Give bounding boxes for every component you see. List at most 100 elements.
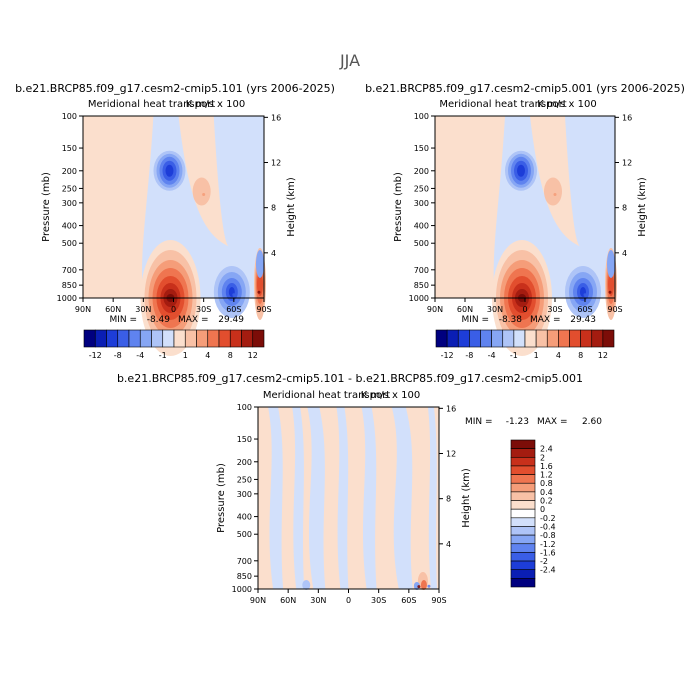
polar-negative-streak: [255, 249, 264, 278]
colorbar-box: [491, 329, 504, 348]
colorbar-main-1: -12 -8 -4 -1 1 4 8 12: [83, 329, 265, 360]
y-tick-label: 150: [237, 435, 252, 444]
colorbar-diff-box: [510, 474, 536, 484]
min-value: -8.38: [499, 315, 523, 325]
x-tick-label: 0: [346, 596, 351, 605]
colorbar-main: -12 -8 -4 -1 1 4 8 12 -12 -8 -4 -1 1 4 8 12: [83, 329, 615, 360]
y2-tick-label: 8: [446, 495, 451, 504]
panel-3: 90N 60N 30N 0 30S 60S 90S 100 150 200 250 300 400 500…: [117, 372, 602, 605]
colorbar-box: [502, 329, 515, 348]
polar-positive-layer-3: [608, 272, 614, 296]
colorbar-diff-label: 2.4: [540, 445, 553, 454]
colorbar-label: 1: [534, 351, 539, 360]
colorbar-diff-box: [510, 491, 536, 501]
feature-point-0: [518, 173, 522, 177]
feature-point-0: [166, 173, 170, 177]
colorbar-box: [580, 329, 593, 348]
units: K m/s x 100: [186, 99, 245, 110]
season-title: JJA: [339, 51, 360, 70]
colorbar-label: -8: [465, 351, 473, 360]
y-tick-label: 250: [62, 184, 77, 193]
diff-negative-blob-2: [302, 580, 311, 590]
colorbar-diff-box: [510, 534, 536, 545]
y-tick-label: 250: [237, 475, 252, 484]
max-label: MAX =: [530, 315, 561, 325]
x-tick-label: 30S: [371, 596, 386, 605]
polar-positive-layer-3: [256, 272, 263, 296]
max-label: MAX =: [537, 417, 568, 427]
x-tick-label: 90S: [607, 305, 622, 314]
feature-point-1: [427, 584, 431, 588]
colorbar-diff-box: [510, 517, 536, 527]
y-axis-label: Pressure (mb): [216, 463, 227, 533]
colorbar-box: [480, 329, 492, 348]
colorbar-box: [117, 329, 130, 348]
x-tick-label: 90S: [431, 596, 446, 605]
y-tick-label: 1000: [409, 294, 429, 303]
colorbar-label: -12: [441, 351, 454, 360]
y-tick-label: 300: [62, 199, 77, 208]
colorbar-diff-label: 0.4: [540, 488, 553, 497]
y-tick-label: 850: [237, 572, 252, 581]
colorbar-box: [207, 329, 220, 348]
x-tick-label: 60S: [226, 305, 241, 314]
colorbar-diff-label: 2: [540, 453, 545, 462]
colorbar-diff-label: -1.6: [540, 548, 556, 557]
colorbar-box: [94, 329, 107, 348]
colorbar-diff-label: 1.2: [540, 471, 553, 480]
y-tick-label: 300: [237, 490, 252, 499]
feature-point-3: [232, 293, 236, 297]
colorbar-box: [602, 329, 615, 348]
colorbar-box: [128, 329, 141, 348]
colorbar-label: 4: [556, 351, 561, 360]
contour-field: [435, 116, 617, 356]
min-label: MIN =: [109, 315, 137, 325]
feature-point-4: [257, 290, 261, 294]
feature-point-0: [417, 585, 421, 589]
colorbar-label: -8: [114, 351, 122, 360]
colorbar-label: -1: [510, 351, 518, 360]
colorbar-label: 1: [183, 351, 188, 360]
min-label: MIN =: [465, 417, 493, 427]
positive-blob-upper: [544, 177, 562, 206]
diff-negative-stripe-5: [391, 407, 413, 589]
min-value: -8.49: [147, 315, 171, 325]
y2-tick-label: 12: [622, 159, 632, 168]
colorbar-label: 12: [598, 351, 608, 360]
colorbar-box: [435, 329, 448, 348]
y-tick-label: 850: [414, 281, 429, 290]
colorbar-diff-label: 0.2: [540, 497, 553, 506]
colorbar-box: [513, 329, 526, 348]
x-tick-label: 0: [171, 305, 176, 314]
x-tick-label: 30S: [547, 305, 562, 314]
colorbar-label: 12: [248, 351, 258, 360]
colorbar-diff-label: -0.4: [540, 522, 556, 531]
colorbar-box: [241, 329, 254, 348]
colorbar-diff-label: -2: [540, 557, 548, 566]
y2-axis-label: Height (km): [461, 468, 472, 528]
positive-blob-upper: [192, 177, 211, 206]
diff-negative-stripe-4: [361, 407, 377, 589]
colorbar-label: 4: [205, 351, 210, 360]
case-title: b.e21.BRCP85.f09_g17.cesm2-cmip5.101 - b…: [117, 372, 583, 385]
colorbar-label: -12: [89, 351, 102, 360]
y-axis-label: Pressure (mb): [41, 172, 52, 242]
colorbar-diff-box: [510, 456, 536, 467]
x-tick-label: 30N: [310, 596, 326, 605]
y-tick-label: 400: [414, 222, 429, 231]
colorbar-diff-label: -1.2: [540, 540, 556, 549]
colorbar-diff-label: -2.4: [540, 566, 556, 575]
subtitle: Meridional heat transport: [263, 390, 390, 401]
colorbar-box: [229, 329, 242, 348]
positive-region-nh: [435, 116, 505, 298]
x-tick-label: 60N: [457, 305, 473, 314]
x-tick-label: 90S: [256, 305, 271, 314]
colorbar-diff-box: [510, 448, 536, 458]
colorbar-box: [546, 329, 559, 348]
colorbar-box: [83, 329, 96, 348]
colorbar-box: [218, 329, 231, 348]
y2-tick-label: 16: [446, 404, 456, 413]
colorbar-box: [535, 329, 548, 348]
y-tick-label: 150: [414, 144, 429, 153]
